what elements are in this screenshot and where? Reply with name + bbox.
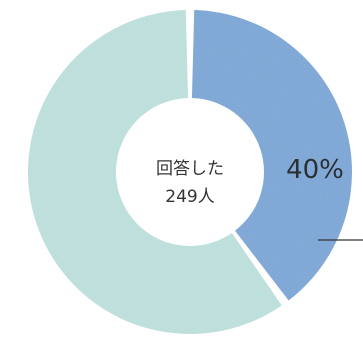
center-title-text: 回答した — [156, 159, 224, 179]
slices-layer — [28, 10, 353, 334]
donut-slice-0 — [191, 10, 353, 301]
center-count-text: 249人 — [165, 187, 214, 207]
donut-slice-1 — [28, 10, 282, 334]
slice-percent-label: 40% — [286, 155, 344, 185]
